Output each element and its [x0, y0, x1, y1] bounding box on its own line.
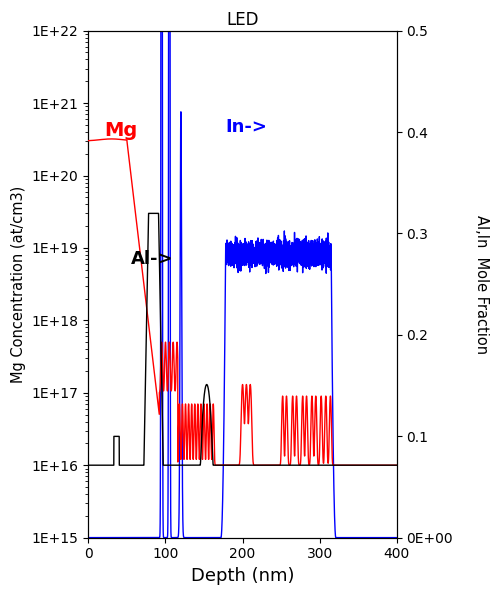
Text: In->: In->: [226, 118, 268, 136]
Title: LED: LED: [226, 11, 259, 29]
Y-axis label: Mg Concentration (at/cm3): Mg Concentration (at/cm3): [11, 185, 26, 383]
Y-axis label: Al,In  Mole Fraction: Al,In Mole Fraction: [474, 215, 489, 353]
Text: Mg: Mg: [104, 121, 137, 140]
X-axis label: Depth (nm): Depth (nm): [191, 567, 294, 585]
Text: Al->: Al->: [131, 250, 174, 268]
